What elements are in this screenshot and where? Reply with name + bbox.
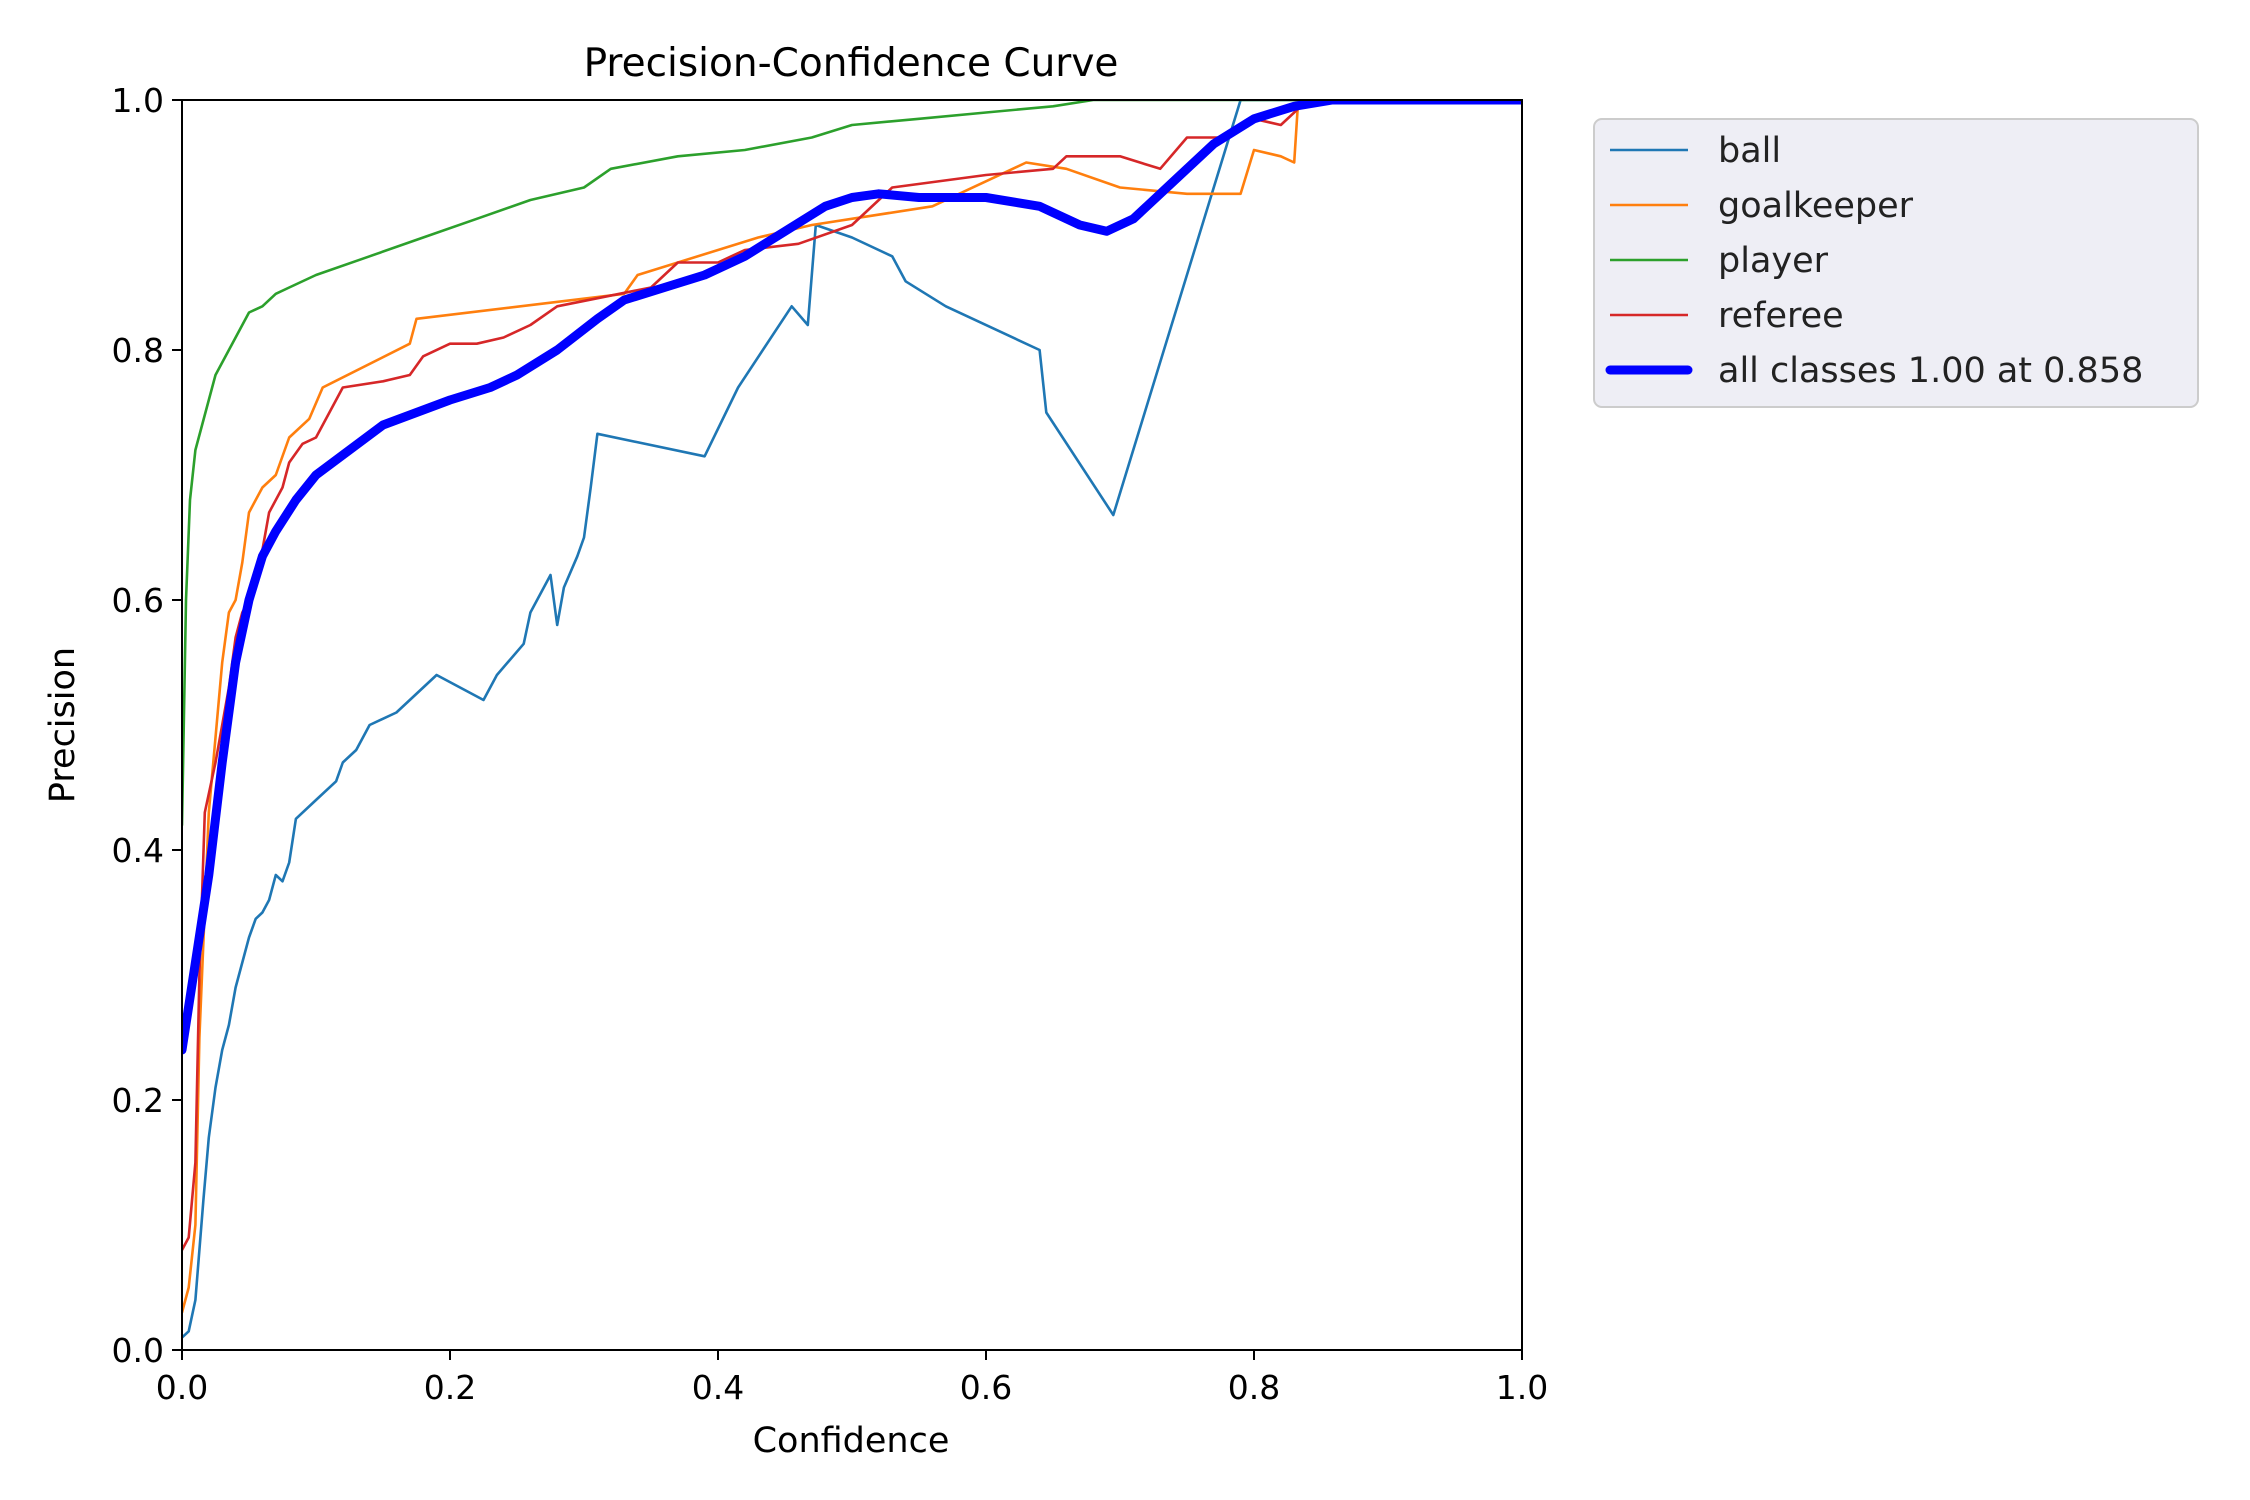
series-line-goalkeeper <box>182 100 1522 1314</box>
x-tick-label: 0.0 <box>156 1368 208 1407</box>
legend-label: player <box>1718 241 1829 281</box>
x-tick-label: 1.0 <box>1496 1368 1548 1407</box>
x-tick-label: 0.4 <box>692 1368 744 1407</box>
legend: ball goalkeeper player referee all classes 1… <box>1593 118 2199 408</box>
x-tick-label: 0.6 <box>960 1368 1012 1407</box>
y-tick-label: 0.0 <box>112 1331 164 1370</box>
legend-box <box>1593 118 2199 408</box>
series-line-ball <box>182 100 1522 1339</box>
y-tick-label: 0.4 <box>112 831 164 870</box>
y-tick-label: 1.0 <box>112 81 164 120</box>
x-tick-label: 0.8 <box>1228 1368 1280 1407</box>
legend-label: all classes 1.00 at 0.858 <box>1718 351 2143 391</box>
series-layer <box>182 100 1522 1339</box>
series-line-referee <box>182 100 1522 1252</box>
x-tick-label: 0.2 <box>424 1368 476 1407</box>
x-axis: 0.0 0.2 0.4 0.6 0.8 1.0 <box>156 1350 1548 1407</box>
y-tick-label: 0.2 <box>112 1081 164 1120</box>
series-line-player <box>182 100 1522 827</box>
legend-label: goalkeeper <box>1718 186 1914 226</box>
y-axis-label: Precision <box>43 647 83 803</box>
series-line-all <box>182 100 1522 1055</box>
chart-title: Precision-Confidence Curve <box>584 41 1119 86</box>
y-tick-label: 0.6 <box>112 581 164 620</box>
y-tick-label: 0.8 <box>112 331 164 370</box>
legend-label: ball <box>1718 131 1781 171</box>
x-axis-label: Confidence <box>753 1421 950 1461</box>
plot-frame <box>181 99 1523 1351</box>
legend-label: referee <box>1718 296 1844 336</box>
y-axis: 0.0 0.2 0.4 0.6 0.8 1.0 <box>112 81 182 1370</box>
